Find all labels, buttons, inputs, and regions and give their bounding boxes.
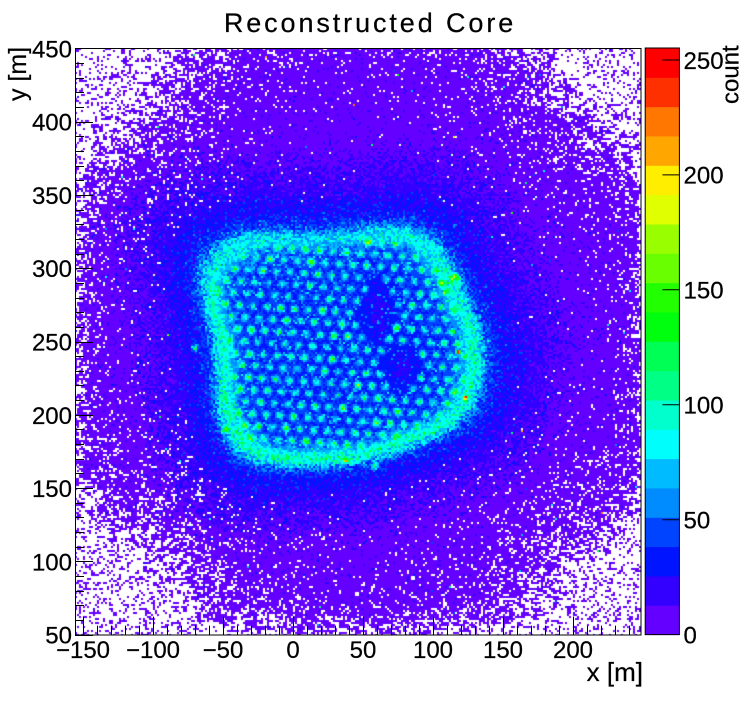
svg-text:150: 150 [32, 476, 72, 503]
svg-text:200: 200 [553, 637, 593, 664]
svg-text:−50: −50 [203, 637, 244, 664]
svg-text:250: 250 [684, 48, 724, 75]
svg-text:y [m]: y [m] [4, 47, 32, 101]
svg-text:0: 0 [684, 622, 697, 649]
svg-text:400: 400 [32, 110, 72, 137]
svg-text:450: 450 [32, 36, 72, 63]
svg-text:200: 200 [32, 403, 72, 430]
svg-text:250: 250 [32, 330, 72, 357]
svg-text:50: 50 [45, 623, 72, 650]
svg-text:0: 0 [286, 637, 299, 664]
svg-text:50: 50 [684, 508, 711, 535]
svg-text:Reconstructed Core: Reconstructed Core [224, 8, 516, 38]
svg-text:count: count [718, 45, 745, 104]
svg-text:−150: −150 [56, 637, 110, 664]
svg-text:350: 350 [32, 183, 72, 210]
svg-text:150: 150 [684, 278, 724, 305]
svg-text:300: 300 [32, 256, 72, 283]
svg-text:100: 100 [32, 549, 72, 576]
svg-text:200: 200 [684, 163, 724, 190]
svg-text:100: 100 [413, 637, 453, 664]
svg-text:100: 100 [684, 393, 724, 420]
svg-text:150: 150 [483, 637, 523, 664]
svg-text:50: 50 [350, 637, 377, 664]
svg-text:−100: −100 [126, 637, 180, 664]
svg-text:x [m]: x [m] [587, 657, 643, 687]
